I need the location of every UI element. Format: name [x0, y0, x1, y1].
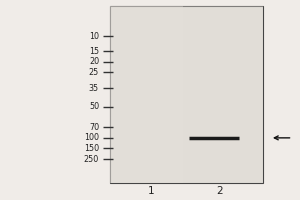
Text: 15: 15 [89, 47, 99, 56]
Text: 70: 70 [89, 123, 99, 132]
Text: 25: 25 [89, 68, 99, 77]
Text: 100: 100 [84, 133, 99, 142]
Text: 1: 1 [148, 186, 154, 196]
Text: 2: 2 [216, 186, 223, 196]
Text: 20: 20 [89, 57, 99, 66]
Text: 10: 10 [89, 32, 99, 41]
Text: 35: 35 [89, 84, 99, 93]
Text: 50: 50 [89, 102, 99, 111]
Bar [110, 6, 183, 183]
Text: 150: 150 [84, 144, 99, 153]
Bar [183, 6, 262, 183]
Text: 250: 250 [84, 155, 99, 164]
Bar [110, 6, 262, 183]
